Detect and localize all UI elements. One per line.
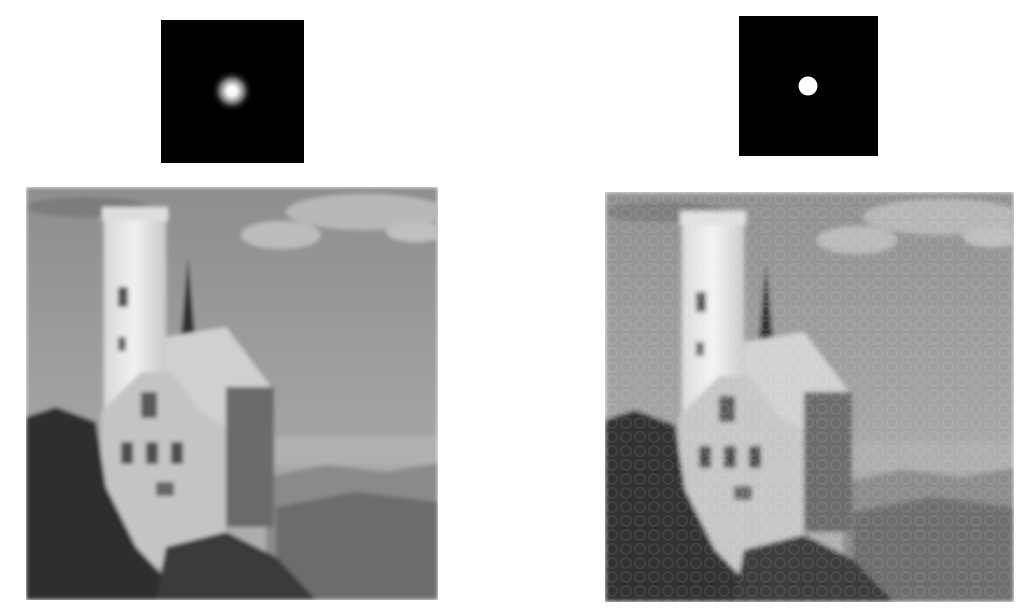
gaussian-filter-kernel bbox=[161, 20, 304, 163]
castle-scene-ringing bbox=[605, 192, 1014, 602]
ideal-kernel-graphic bbox=[739, 16, 878, 156]
ringing-artifacts bbox=[605, 192, 1014, 602]
ideal-spot bbox=[798, 76, 818, 96]
ideal-filter-kernel bbox=[739, 16, 878, 156]
gaussian-kernel-graphic bbox=[161, 20, 304, 163]
ideal-filtered-photo bbox=[605, 192, 1014, 602]
castle-scene-blurred bbox=[26, 187, 438, 600]
gaussian-filtered-photo bbox=[26, 187, 438, 600]
gaussian-spot bbox=[212, 71, 252, 111]
